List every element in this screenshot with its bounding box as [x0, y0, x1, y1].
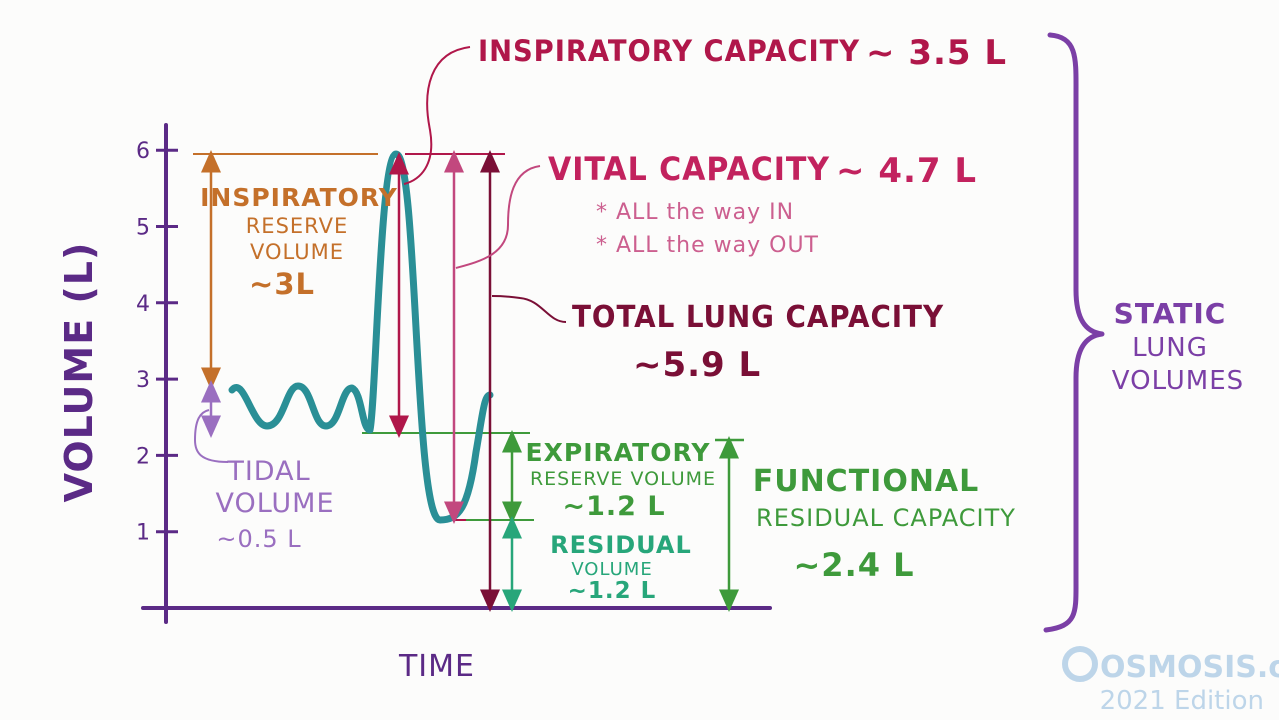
measure-arrows — [201, 150, 744, 612]
brand-name: OSMOSIS.org — [1100, 650, 1279, 685]
tlc-text: TOTAL LUNG CAPACITY — [572, 300, 944, 335]
irv-line3: VOLUME — [250, 240, 344, 264]
frc-line2: RESIDUAL CAPACITY — [756, 504, 1016, 532]
y-tick-label: 3 — [136, 368, 150, 393]
vc-leader — [455, 165, 541, 269]
group-line3: VOLUMES — [1112, 366, 1244, 396]
ic-leader — [403, 46, 471, 185]
rv-label: RESIDUAL VOLUME ~1.2 L — [550, 531, 692, 604]
vc-text: VITAL CAPACITY — [548, 150, 830, 188]
frc-label: FUNCTIONAL RESIDUAL CAPACITY ~2.4 L — [753, 464, 1016, 584]
axes: 1 2 3 4 5 6 VOLUME (L) TIME — [57, 123, 772, 684]
tidal-line1: TIDAL — [226, 456, 310, 487]
brand-watermark: OSMOSIS.org 2021 Edition — [1062, 646, 1279, 716]
irv-line2: RESERVE — [246, 214, 349, 238]
tlc-value: ~5.9 L — [633, 345, 761, 385]
x-axis-label: TIME — [398, 649, 475, 684]
y-ticks: 1 2 3 4 5 6 — [136, 139, 178, 546]
static-volumes-brace — [1043, 32, 1105, 633]
frc-value: ~2.4 L — [793, 546, 914, 584]
rv-line2: VOLUME — [571, 559, 652, 580]
rv-line1: RESIDUAL — [550, 531, 692, 559]
y-tick-label: 5 — [136, 216, 150, 241]
rv-value: ~1.2 L — [568, 578, 657, 604]
osmosis-logo-icon — [1062, 646, 1098, 682]
tidal-line2: VOLUME — [215, 488, 334, 519]
brand-edition: 2021 Edition — [1100, 686, 1264, 716]
y-axis-label: VOLUME (L) — [57, 242, 101, 503]
irv-line1: INSPIRATORY — [200, 183, 398, 212]
ic-value: ~ 3.5 L — [866, 33, 1007, 73]
group-line2: LUNG — [1132, 333, 1208, 363]
tidal-leader — [193, 409, 229, 463]
group-label: STATIC LUNG VOLUMES — [1112, 297, 1244, 396]
erv-label: EXPIRATORY RESERVE VOLUME ~1.2 L — [526, 438, 716, 522]
tlc-label: TOTAL LUNG CAPACITY ~5.9 L — [572, 300, 944, 385]
ic-label: INSPIRATORY CAPACITY ~ 3.5 L — [478, 33, 1007, 73]
vc-note2: * ALL the way OUT — [596, 233, 819, 258]
erv-line1: EXPIRATORY — [526, 438, 711, 467]
tidal-value: ~0.5 L — [216, 525, 301, 553]
erv-line2: RESERVE VOLUME — [530, 468, 716, 490]
ic-text: INSPIRATORY CAPACITY — [478, 34, 860, 68]
irv-value: ~3L — [249, 267, 315, 301]
vc-label: VITAL CAPACITY ~ 4.7 L * ALL the way IN … — [548, 150, 977, 258]
y-tick-label: 6 — [136, 139, 150, 164]
tidal-label: TIDAL VOLUME ~0.5 L — [215, 456, 334, 553]
leader-lines — [193, 46, 567, 463]
y-tick-label: 2 — [136, 444, 150, 469]
vc-note1: * ALL the way IN — [596, 200, 794, 225]
frc-line1: FUNCTIONAL — [753, 464, 980, 499]
y-tick-label: 4 — [136, 292, 150, 317]
group-line1: STATIC — [1114, 297, 1227, 330]
erv-value: ~1.2 L — [562, 491, 665, 522]
vc-value: ~ 4.7 L — [836, 151, 977, 191]
irv-label: INSPIRATORY RESERVE VOLUME ~3L — [200, 183, 398, 301]
tlc-leader — [491, 295, 567, 323]
y-tick-label: 1 — [136, 521, 150, 546]
